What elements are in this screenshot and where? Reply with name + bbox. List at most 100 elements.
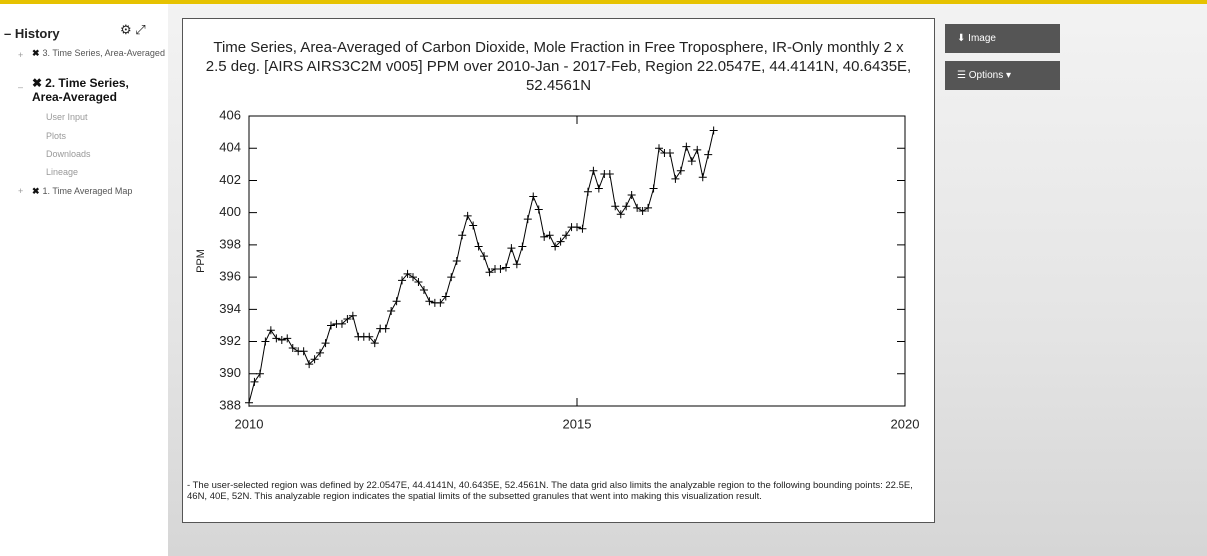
- point-marker: [403, 269, 412, 278]
- point-marker: [655, 144, 663, 153]
- point-marker: [627, 190, 636, 199]
- point-marker: [441, 292, 450, 301]
- point-marker: [387, 306, 396, 315]
- top-bar: [0, 0, 1207, 4]
- history-label: History: [14, 26, 60, 41]
- point-marker: [272, 334, 281, 343]
- point-marker: [266, 326, 275, 335]
- item-label: 2. Time Series, Area-Averaged: [32, 76, 129, 104]
- point-marker: [551, 242, 560, 251]
- image-button[interactable]: ⬇ Image: [945, 24, 1060, 53]
- point-marker: [419, 286, 428, 294]
- series-line: [248, 130, 715, 403]
- point-marker: [452, 257, 461, 265]
- chart-title: Time Series, Area-Averaged of Carbon Dio…: [205, 39, 912, 94]
- y-tick-label: 402: [219, 172, 241, 187]
- y-tick-label: 390: [219, 365, 241, 380]
- point-marker: [343, 315, 352, 323]
- plot-frame: [248, 115, 906, 407]
- point-marker: [611, 202, 620, 211]
- x-tick-label: 2020: [891, 416, 920, 431]
- point-marker: [507, 244, 516, 253]
- point-marker: [436, 298, 445, 307]
- point-marker: [556, 237, 565, 246]
- item-label: 3. Time Series, Area-Averaged: [42, 48, 165, 58]
- point-marker: [512, 260, 521, 269]
- point-marker: [704, 150, 713, 159]
- point-marker: [534, 205, 543, 214]
- point-marker: [562, 231, 571, 240]
- history-subitem[interactable]: Plots: [46, 131, 67, 141]
- point-marker: [616, 210, 625, 219]
- point-marker: [665, 149, 674, 158]
- point-marker: [337, 319, 346, 328]
- point-marker: [463, 211, 472, 220]
- collapse[interactable]: –: [4, 26, 15, 41]
- point-marker: [458, 231, 467, 240]
- y-tick-label: 396: [219, 269, 241, 284]
- x-tick-label: 2015: [563, 416, 592, 431]
- point-marker: [327, 321, 335, 330]
- y-tick-label: 404: [219, 140, 241, 155]
- point-marker: [518, 242, 527, 251]
- point-marker: [409, 273, 417, 282]
- button-label: Options: [968, 70, 1004, 81]
- point-marker: [381, 324, 390, 333]
- tree-toggle[interactable]: +: [18, 50, 24, 60]
- point-marker: [676, 166, 685, 175]
- y-tick-label: 398: [219, 236, 241, 251]
- point-marker: [447, 273, 456, 282]
- y-axis-label: PPM: [195, 249, 207, 273]
- y-tick-label: 392: [219, 333, 241, 348]
- tree-toggle[interactable]: –: [18, 82, 24, 92]
- point-marker: [573, 223, 581, 232]
- point-marker: [261, 337, 270, 346]
- point-marker: [283, 334, 292, 343]
- chart: 388 390 392 394 396 398 400 402 404 406 2010 2015 20…: [195, 107, 920, 431]
- point-marker: [310, 355, 319, 364]
- point-marker: [501, 263, 510, 272]
- sidebar: – History ⚙ ⤢ + ✖ 3. Time Series, Area-Av…: [0, 4, 168, 556]
- point-marker: [682, 142, 691, 151]
- y-tick-label: 406: [219, 107, 241, 122]
- x-tick-label: 2010: [235, 416, 264, 431]
- point-marker: [255, 369, 264, 378]
- point-marker: [245, 398, 253, 407]
- point-marker: [370, 339, 379, 348]
- point-marker: [277, 335, 286, 344]
- point-marker: [540, 232, 549, 241]
- history-item[interactable]: ✖ 1. Time Averaged Map: [32, 186, 133, 196]
- point-marker: [605, 170, 614, 178]
- history-item[interactable]: ✖ 2. Time Series, Area-Averaged: [32, 76, 129, 104]
- point-marker: [523, 215, 532, 224]
- point-marker: [687, 157, 696, 166]
- point-marker: [365, 332, 374, 341]
- tree-toggle[interactable]: +: [18, 186, 24, 196]
- history-subitem[interactable]: User Input: [46, 112, 88, 122]
- history-icons[interactable]: ⚙ ⤢: [120, 22, 146, 37]
- point-marker: [398, 276, 407, 285]
- options-button[interactable]: ☰ Options ▾: [945, 61, 1060, 90]
- point-marker: [649, 184, 658, 193]
- point-marker: [299, 347, 308, 356]
- point-marker: [671, 174, 680, 183]
- point-marker: [250, 377, 259, 386]
- history-title[interactable]: – History: [4, 26, 60, 41]
- point-marker: [316, 348, 325, 357]
- point-marker: [392, 297, 401, 306]
- history-subitem[interactable]: Lineage: [46, 167, 79, 177]
- point-marker: [545, 231, 554, 240]
- point-marker: [622, 202, 631, 211]
- point-marker: [469, 221, 478, 230]
- point-marker: [594, 184, 603, 193]
- point-marker: [496, 265, 505, 274]
- point-marker: [583, 187, 592, 196]
- history-item[interactable]: ✖ 3. Time Series, Area-Averaged: [32, 48, 165, 58]
- point-marker: [644, 203, 653, 212]
- chart-panel: 388 390 392 394 396 398 400 402 404 406 2010 2015 20…: [182, 18, 935, 523]
- history-subitem[interactable]: Downloads: [46, 149, 91, 159]
- button-label: Image: [968, 33, 996, 44]
- point-marker: [633, 203, 642, 212]
- point-marker: [480, 252, 489, 261]
